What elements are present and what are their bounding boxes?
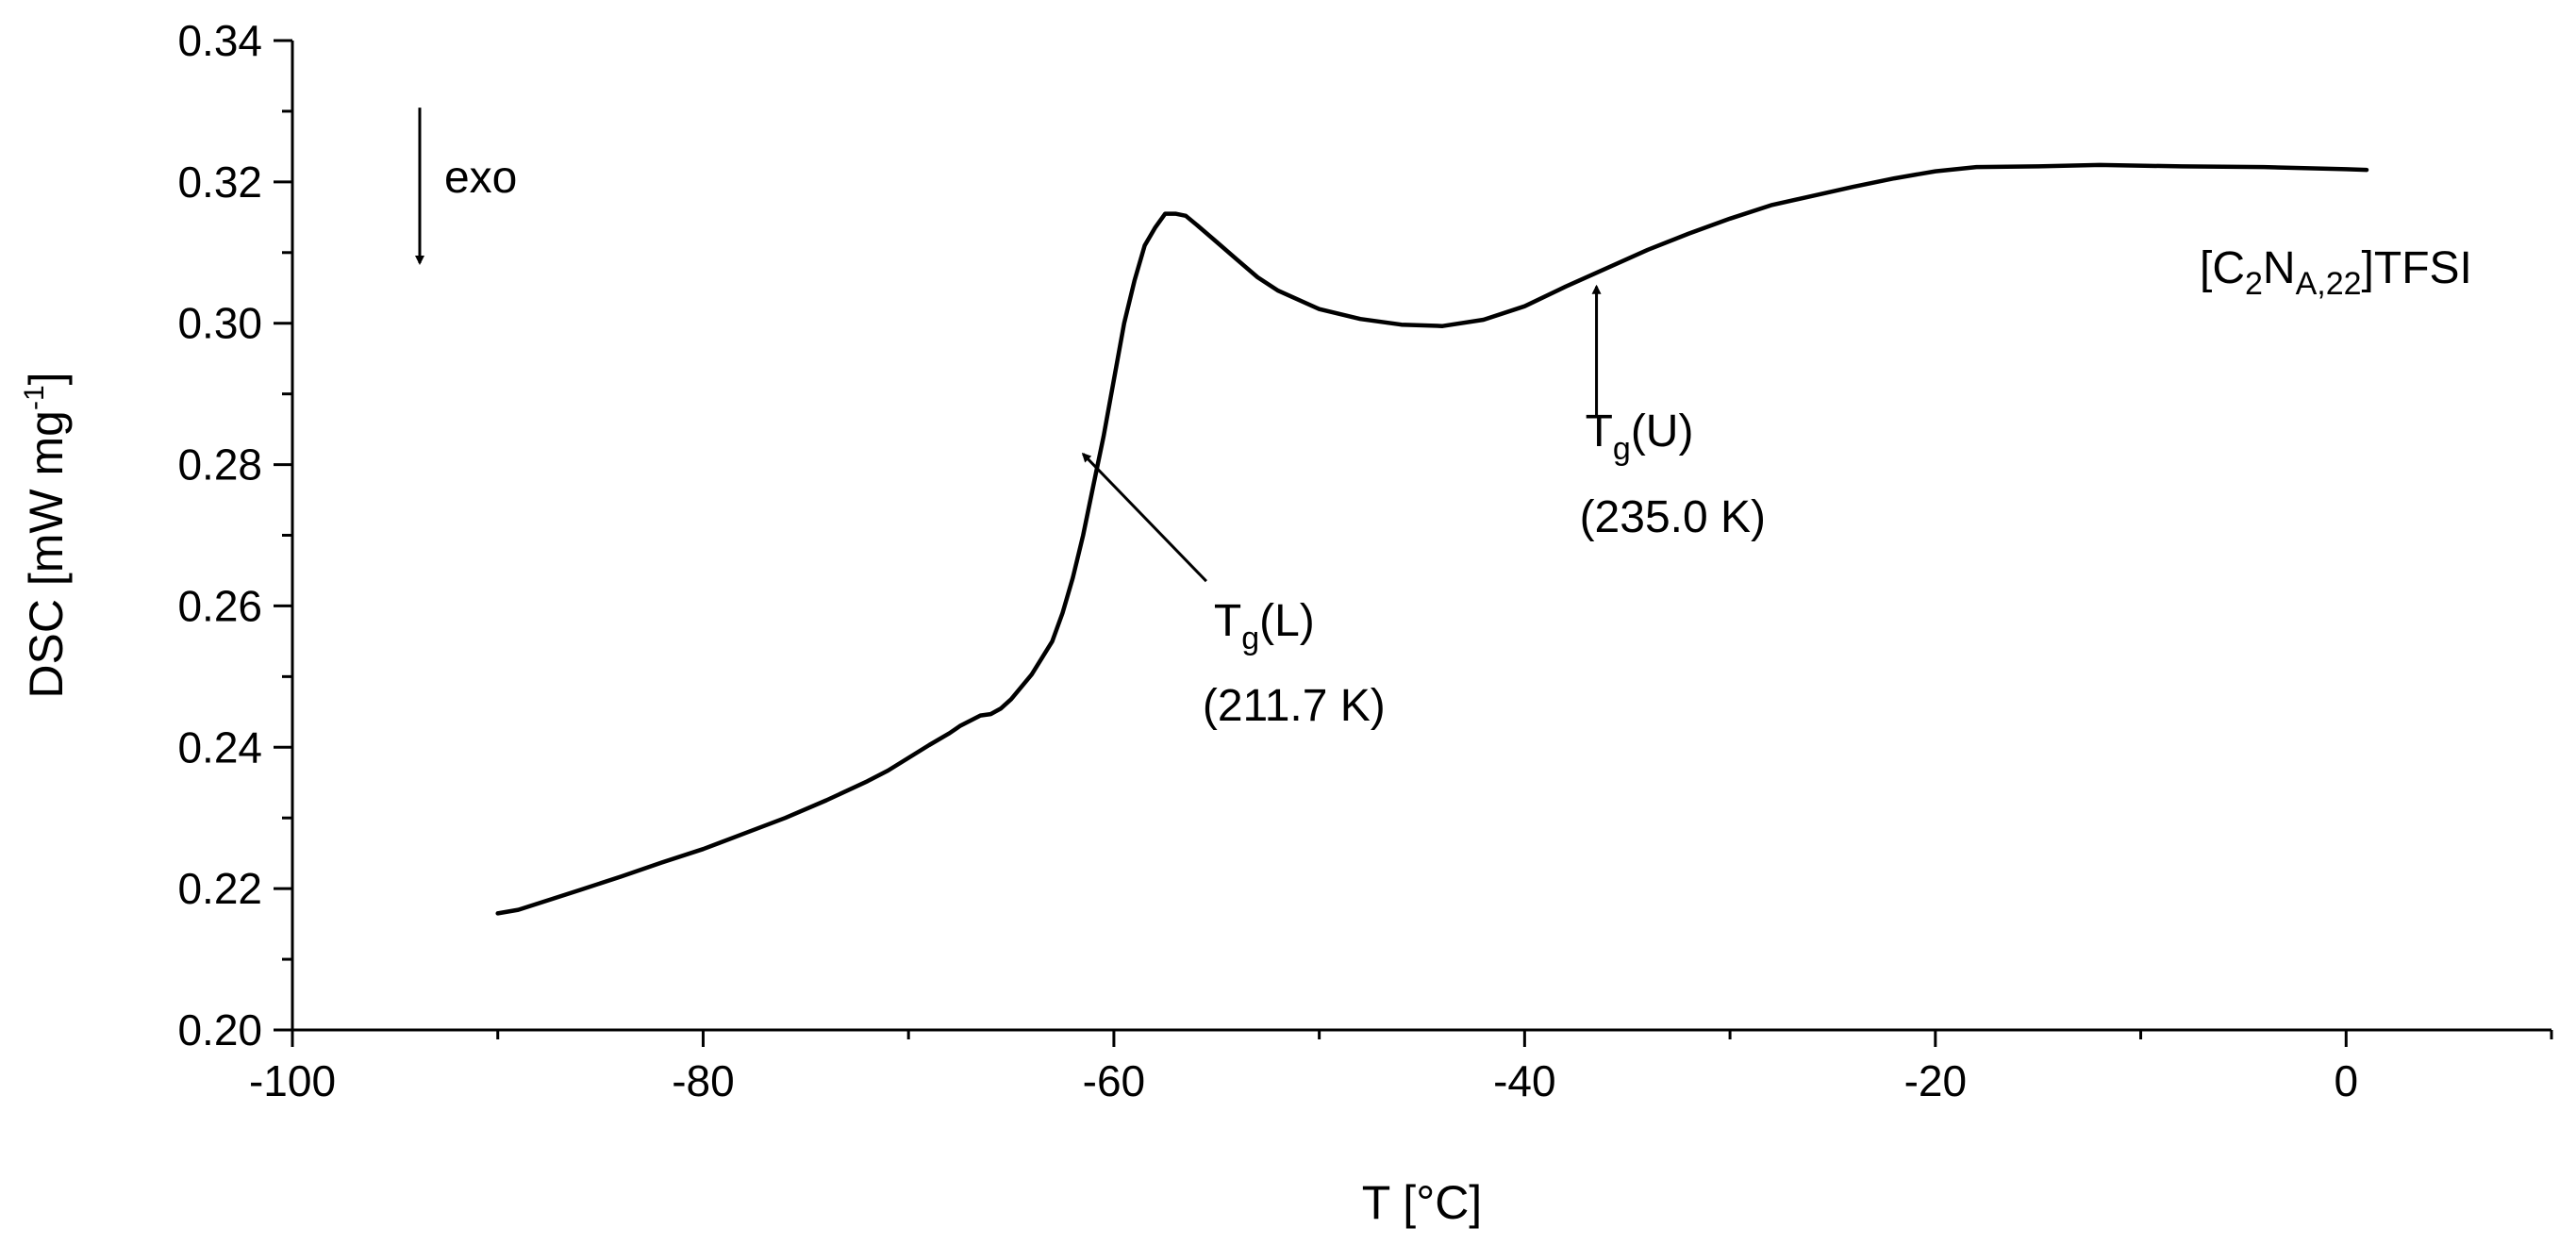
tg-lower-subscript: g	[1241, 621, 1259, 656]
y-tick-label: 0.32	[177, 158, 262, 207]
x-tick-label: -60	[1083, 1056, 1145, 1105]
tg-lower-label: Tg(L)	[1214, 596, 1315, 656]
axes: -100 -80 -60 -40 -20 0 0.200.220.240.260.280.…	[177, 16, 2553, 1105]
y-tick-label: 0.34	[177, 16, 262, 65]
tg-upper-subscript: g	[1613, 431, 1631, 467]
y-ticks: 0.20 0.22 0.24 0.26 0.28 0.30 0.32 0.34	[177, 16, 292, 1054]
y-tick-label: 0.28	[177, 440, 262, 490]
dsc-series-line	[495, 162, 2369, 916]
sample-label-open: [C	[2200, 243, 2245, 293]
tg-lower-arrow	[1081, 452, 1207, 583]
x-axis-title: T [°C]	[1362, 1176, 1482, 1229]
sample-label-sub2: A,22	[2296, 266, 2362, 302]
x-tick-label: 0	[2334, 1056, 2358, 1105]
y-axis-title: DSC [mW mg-1]	[19, 372, 73, 698]
sample-label-close: ]TFSI	[2362, 243, 2472, 293]
sample-label-sub1: 2	[2245, 266, 2263, 302]
tg-upper-label: Tg(U)	[1586, 407, 1694, 467]
x-tick-label: -20	[1904, 1056, 1967, 1105]
tg-lower-symbol: T	[1214, 596, 1241, 646]
y-tick-label: 0.24	[177, 722, 262, 772]
y-tick-label: 0.26	[177, 581, 262, 630]
x-tick-label: -100	[249, 1056, 336, 1105]
exo-label: exo	[444, 153, 517, 203]
tg-upper-paren: (U)	[1631, 407, 1694, 456]
tg-upper-value: (235.0 K)	[1580, 492, 1766, 542]
y-tick-label: 0.22	[177, 864, 262, 913]
x-tick-label: -80	[672, 1056, 734, 1105]
y-axis-title-superscript: -1	[19, 385, 50, 410]
y-axis-title-close: ]	[20, 372, 73, 385]
y-axis-title-main: DSC [mW mg	[20, 410, 73, 699]
tg-lower-paren: (L)	[1259, 596, 1315, 646]
x-tick-label: -40	[1493, 1056, 1555, 1105]
sample-label: [C2NA,22]TFSI	[2200, 243, 2472, 302]
y-tick-label: 0.20	[177, 1005, 262, 1054]
tg-lower-value: (211.7 K)	[1203, 681, 1386, 731]
y-tick-label: 0.30	[177, 299, 262, 348]
sample-label-mid: N	[2263, 243, 2296, 293]
x-ticks: -100 -80 -60 -40 -20 0	[249, 1030, 2553, 1105]
tg-upper-symbol: T	[1586, 407, 1613, 456]
